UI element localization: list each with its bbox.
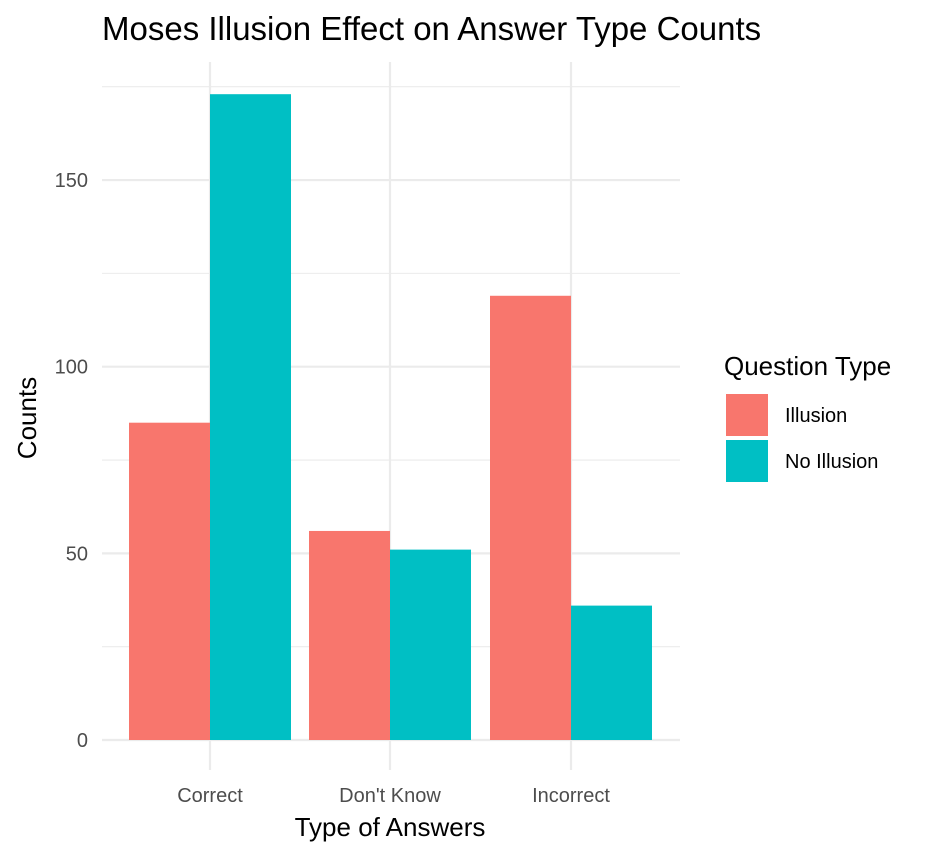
x-axis-title: Type of Answers <box>295 812 486 842</box>
bar <box>309 530 390 740</box>
y-tick-label: 0 <box>77 730 88 752</box>
bar <box>129 422 210 740</box>
x-axis-ticks: Correct Don't Know Incorrect <box>177 785 610 807</box>
bar <box>390 549 471 740</box>
chart-title: Moses Illusion Effect on Answer Type Cou… <box>102 10 761 47</box>
legend-label: No Illusion <box>785 451 878 473</box>
y-tick-label: 100 <box>55 357 88 379</box>
y-tick-label: 150 <box>55 170 88 192</box>
bar <box>571 605 652 740</box>
legend-swatch <box>726 440 768 482</box>
legend: Question Type Illusion No Illusion <box>724 351 891 482</box>
bars <box>129 94 652 741</box>
y-tick-label: 50 <box>66 543 88 565</box>
x-tick-label: Correct <box>177 785 243 807</box>
legend-swatch <box>726 394 768 436</box>
x-tick-label: Incorrect <box>532 785 610 807</box>
legend-title: Question Type <box>724 351 891 381</box>
y-axis-ticks: 0 50 100 150 <box>55 170 88 752</box>
x-tick-label: Don't Know <box>339 785 441 807</box>
bar <box>210 94 291 741</box>
y-axis-title: Counts <box>12 377 42 459</box>
bar <box>490 295 571 740</box>
legend-label: Illusion <box>785 405 847 427</box>
